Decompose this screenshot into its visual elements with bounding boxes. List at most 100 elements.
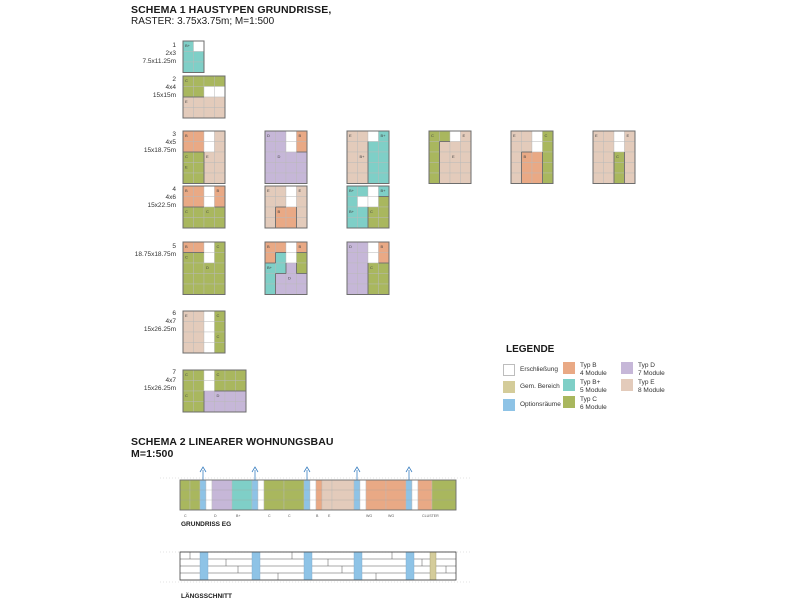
tile-border xyxy=(182,310,226,354)
unit-type-label: E xyxy=(627,133,630,138)
row-label-5: 5 18.75x18.75m xyxy=(116,243,176,259)
module-cell xyxy=(357,162,369,174)
module-cell xyxy=(275,196,287,208)
module-cell xyxy=(235,380,247,392)
core-shaft xyxy=(303,551,313,581)
module-cell xyxy=(182,342,194,354)
module-cell xyxy=(235,401,247,413)
unit-type-label: E xyxy=(185,165,188,170)
module-cell xyxy=(285,252,297,264)
module-cell xyxy=(542,141,554,153)
module-cell xyxy=(439,130,451,142)
tile-border xyxy=(264,130,308,184)
module-cell xyxy=(449,172,461,184)
plan-segment xyxy=(385,479,407,511)
module-cell xyxy=(193,75,205,87)
floorplan-tile: B B C C xyxy=(182,185,226,229)
module-cell xyxy=(428,162,440,174)
unit-type-label: C xyxy=(185,255,188,260)
module-cell xyxy=(367,172,379,184)
row-number: 6 xyxy=(172,310,176,317)
module-cell xyxy=(203,107,215,119)
module-cell xyxy=(264,172,276,184)
unit-label: C xyxy=(268,514,271,518)
module-cell xyxy=(378,217,390,229)
legend-swatch xyxy=(563,379,575,391)
module-cell xyxy=(367,241,379,253)
module-cell xyxy=(182,331,194,343)
module-cell xyxy=(624,162,636,174)
module-cell xyxy=(378,196,390,208)
unit-type-label: C xyxy=(206,209,209,214)
module-cell xyxy=(182,217,194,229)
row-number: 5 xyxy=(172,243,176,250)
schema2-subtitle: M=1:500 xyxy=(131,448,174,460)
row-label-2: 2 4x4 15x15m xyxy=(116,76,176,100)
module-cell xyxy=(531,151,543,163)
row-grid: 4x4 xyxy=(165,84,176,91)
module-cell xyxy=(592,151,604,163)
entrance-arrow-icon xyxy=(199,466,207,473)
legend-title: LEGENDE xyxy=(506,344,555,355)
unit-type-label: B+ xyxy=(349,209,355,214)
module-cell xyxy=(613,172,625,184)
module-cell xyxy=(193,172,205,184)
unit-type-label: B xyxy=(185,244,188,249)
module-cell xyxy=(275,273,287,285)
linear-building-drawing: C D B+ C C B E WG WG CLUSTER xyxy=(160,466,470,583)
module-cell xyxy=(592,141,604,153)
module-cell xyxy=(603,172,615,184)
module-cell xyxy=(182,172,194,184)
unit-type-label: D xyxy=(278,154,281,159)
module-cell xyxy=(449,141,461,153)
module-cell xyxy=(193,401,205,413)
tile-border xyxy=(346,185,390,229)
module-cell xyxy=(542,162,554,174)
module-cell xyxy=(182,196,194,208)
module-cell xyxy=(624,172,636,184)
core-shaft xyxy=(251,551,261,581)
legend-item-optionsraeume: Optionsräume xyxy=(503,399,561,411)
floorplan-tile: C C C D xyxy=(182,369,247,413)
module-cell xyxy=(264,162,276,174)
module-cell xyxy=(439,172,451,184)
module-cell xyxy=(346,262,358,274)
module-cell xyxy=(346,141,358,153)
module-cell xyxy=(203,162,215,174)
module-cell xyxy=(542,172,554,184)
module-cell xyxy=(193,51,205,63)
module-cell xyxy=(193,107,205,119)
module-cell xyxy=(296,262,308,274)
plan-segment xyxy=(251,479,259,511)
unit-label: E xyxy=(328,514,331,518)
module-cell xyxy=(378,141,390,153)
module-cell xyxy=(378,262,390,274)
plan-segment xyxy=(431,479,457,511)
plan-segment xyxy=(257,479,265,511)
unit-type-label: E xyxy=(185,313,188,318)
module-cell xyxy=(275,217,287,229)
module-cell xyxy=(510,172,522,184)
module-cell xyxy=(296,162,308,174)
row-size: 15x15m xyxy=(152,92,176,99)
module-cell xyxy=(531,172,543,184)
floorplan-tile: B C C D xyxy=(182,241,226,295)
module-cell xyxy=(603,141,615,153)
module-cell xyxy=(203,130,215,142)
module-cell xyxy=(182,51,194,63)
longitudinal-section xyxy=(160,551,470,583)
module-cell xyxy=(264,206,276,218)
module-cell xyxy=(214,273,226,285)
module-cell xyxy=(428,172,440,184)
module-cell xyxy=(264,273,276,285)
module-cell xyxy=(193,206,205,218)
module-cell xyxy=(224,390,236,402)
module-cell xyxy=(296,252,308,264)
tile-border xyxy=(264,241,308,295)
tile-border xyxy=(592,130,636,184)
module-cell xyxy=(357,262,369,274)
module-cell xyxy=(193,185,205,197)
module-cell xyxy=(449,162,461,174)
module-cell xyxy=(510,151,522,163)
